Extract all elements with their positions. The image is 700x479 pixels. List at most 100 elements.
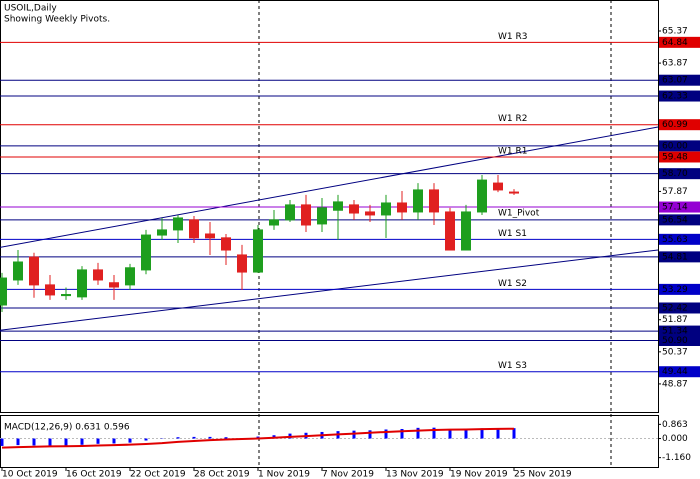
x-tick-label: 19 Nov 2019 [450, 470, 508, 479]
level-value: 64.84 [662, 38, 688, 48]
trend-line [0, 126, 659, 248]
candle-body [477, 179, 487, 213]
macd-bar [208, 436, 212, 439]
macd-bar [80, 438, 84, 445]
level-value: 49.44 [662, 367, 688, 377]
candle-body [493, 182, 503, 191]
candle-body [141, 234, 151, 271]
level-name: W1_Pivot [498, 209, 540, 219]
y-tick-label: 50.37 [662, 347, 688, 357]
level-box [659, 251, 700, 263]
level-box [659, 151, 700, 163]
level-box [659, 119, 700, 131]
y-tick-label: 57.87 [662, 187, 688, 197]
level-value: 55.63 [662, 235, 688, 245]
level-box [659, 74, 700, 86]
macd-bar [416, 427, 420, 439]
candle-body [237, 254, 247, 273]
candle-body [61, 294, 71, 297]
candle-body [317, 207, 327, 225]
macd-bar [496, 428, 500, 439]
macd-bar [384, 429, 388, 439]
level-value: 62.33 [662, 92, 688, 102]
x-tick-label: 10 Oct 2019 [2, 470, 58, 479]
candle-body [413, 189, 423, 213]
macd-title: MACD(12,26,9) 0.631 0.596 [4, 423, 130, 433]
chart-title: USOIL,Daily [4, 4, 57, 14]
y-tick-label: 48.87 [662, 379, 688, 389]
candle-body [365, 211, 375, 216]
candle-body [269, 219, 279, 226]
level-value: 56.54 [662, 215, 688, 225]
macd-bar [432, 427, 436, 439]
macd-bar [224, 437, 228, 439]
chart-subtitle: Showing Weekly Pivots. [4, 15, 110, 25]
x-tick-label: 7 Nov 2019 [322, 470, 374, 479]
level-value: 59.48 [662, 152, 688, 162]
candle-body [0, 277, 7, 306]
macd-bar [448, 428, 452, 439]
level-value: 51.34 [662, 327, 688, 337]
main-frame [0, 0, 659, 413]
x-tick-label: 22 Oct 2019 [130, 470, 186, 479]
level-name: W1 S3 [498, 361, 527, 371]
x-tick-label: 1 Nov 2019 [258, 470, 310, 479]
y-tick-label: 0.000 [662, 434, 688, 444]
level-box [659, 201, 700, 213]
level-box [659, 233, 700, 245]
y-tick-label: 51.87 [662, 315, 688, 325]
level-name: W1 S1 [498, 229, 527, 239]
level-name: W1 R2 [498, 114, 527, 124]
macd-bar [64, 438, 68, 446]
level-box [659, 302, 700, 314]
x-tick-label: 16 Oct 2019 [66, 470, 122, 479]
macd-frame [0, 415, 659, 468]
y-tick-label: 65.37 [662, 27, 688, 37]
candle-body [173, 217, 183, 231]
macd-bar [400, 428, 404, 439]
level-value: 58.70 [662, 169, 688, 179]
macd-bar [368, 430, 372, 439]
candle-body [29, 256, 39, 286]
candle-body [45, 284, 55, 296]
macd-bar [192, 436, 196, 439]
x-tick-label: 13 Nov 2019 [386, 470, 444, 479]
candle-body [349, 204, 359, 214]
macd-bar [48, 438, 52, 446]
level-box [659, 214, 700, 226]
candle-body [461, 211, 471, 251]
level-value: 60.00 [662, 141, 688, 151]
level-box [659, 334, 700, 346]
level-box [659, 140, 700, 152]
level-value: 57.14 [662, 203, 688, 213]
candle-body [157, 229, 167, 236]
macd-bar [32, 438, 36, 446]
candle-body [429, 189, 439, 213]
x-tick-label: 25 Nov 2019 [514, 470, 572, 479]
level-box [659, 325, 700, 337]
level-box [659, 283, 700, 295]
level-value: 50.90 [662, 336, 688, 346]
macd-bar [480, 428, 484, 439]
candle-body [205, 233, 215, 239]
level-name: W1 R1 [498, 146, 527, 156]
candle-body [109, 282, 119, 288]
macd-bar [112, 438, 116, 444]
candle-body [13, 261, 23, 281]
macd-bar [512, 428, 516, 439]
level-box [659, 36, 700, 48]
candle-body [253, 229, 263, 273]
candle-body [93, 269, 103, 281]
level-value: 63.07 [662, 76, 688, 86]
level-box [659, 366, 700, 378]
level-box [659, 168, 700, 180]
level-value: 53.29 [662, 285, 688, 295]
macd-bar [0, 438, 4, 446]
level-value: 54.81 [662, 252, 688, 262]
candle-body [381, 202, 391, 216]
candle-body [125, 267, 135, 286]
macd-bar [96, 438, 100, 444]
trend-line [0, 249, 659, 331]
candle-body [509, 191, 519, 194]
candle-body [301, 204, 311, 226]
